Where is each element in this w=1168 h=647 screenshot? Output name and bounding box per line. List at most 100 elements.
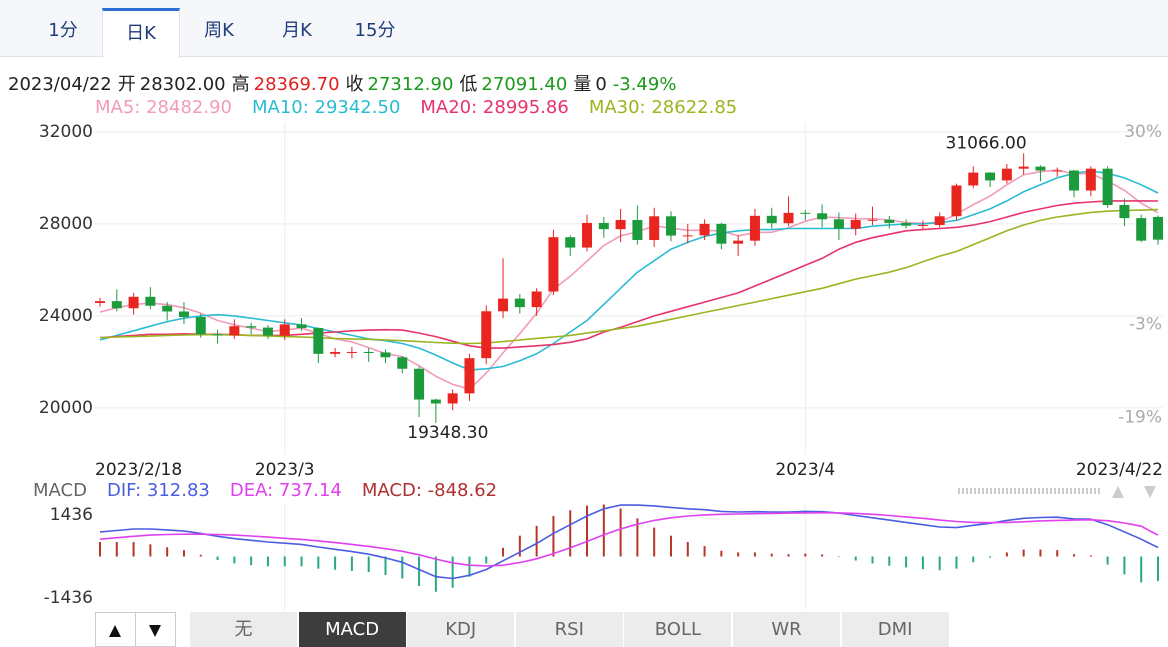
- candle-body: [380, 352, 391, 358]
- candle-body: [716, 223, 727, 244]
- x-tick-label: 2023/4: [775, 460, 835, 480]
- quote-label: 收: [345, 74, 364, 95]
- candle-body: [397, 357, 408, 369]
- period-tab[interactable]: 月K: [282, 20, 312, 41]
- quote-line: 2023/04/22 开 28302.00 高 28369.70 收 27312.90 低 27…: [8, 70, 682, 96]
- candle-body: [665, 216, 676, 236]
- quote-change: -3.49%: [612, 74, 677, 95]
- macd-bar: [451, 556, 454, 588]
- indicator-tab[interactable]: RSI: [515, 612, 624, 647]
- min-label: 19348.30: [407, 423, 488, 443]
- zoom-up-icon[interactable]: [1112, 486, 1124, 498]
- macd-bar: [619, 508, 622, 557]
- candle-body: [968, 172, 979, 186]
- candle-body: [414, 368, 425, 400]
- candle-body: [246, 326, 257, 328]
- candle-body: [162, 305, 173, 312]
- x-tick-label: 2023/4/22: [1076, 460, 1163, 480]
- candle-body: [749, 215, 760, 241]
- macd-bar: [703, 546, 706, 557]
- macd-bar: [317, 556, 320, 569]
- macd-bar: [1106, 556, 1109, 565]
- indicator-tab[interactable]: KDJ: [407, 612, 516, 647]
- indicator-bar: 无 MACD KDJ RSI BOLL WR DMI: [0, 612, 1168, 647]
- y-tick-label: -1436: [44, 588, 93, 608]
- macd-line: [99, 511, 1159, 567]
- candle-body: [817, 213, 828, 220]
- macd-bar: [233, 556, 236, 564]
- macd-bar: [334, 556, 337, 570]
- candle-body: [330, 351, 341, 354]
- candle-body: [1119, 205, 1130, 219]
- macd-bar: [250, 556, 253, 566]
- macd-bar: [401, 556, 404, 579]
- ma-line: [99, 200, 1159, 349]
- candle-body: [229, 326, 240, 336]
- zoom-down-icon[interactable]: [1144, 486, 1156, 498]
- ma-line: [99, 170, 1159, 371]
- arrow-buttons: [95, 612, 176, 647]
- macd-bar: [132, 542, 135, 557]
- max-label: 31066.00: [946, 133, 1027, 153]
- indicator-tab[interactable]: MACD: [298, 612, 407, 647]
- legend-title: MACD: [33, 480, 87, 501]
- macd-bar: [535, 525, 538, 557]
- macd-bar: [199, 554, 202, 557]
- indicator-tab[interactable]: 无: [190, 612, 298, 647]
- period-tab[interactable]: 周K: [204, 20, 234, 41]
- y-tick-label: 20000: [39, 398, 93, 418]
- macd-bar: [502, 547, 505, 557]
- legend-entry: MA20: 28995.86: [420, 97, 569, 118]
- candle-body: [582, 222, 593, 248]
- macd-bar: [1039, 549, 1042, 557]
- period-tab[interactable]: 日K: [102, 8, 180, 58]
- candle-body: [313, 328, 324, 354]
- macd-bar: [216, 556, 219, 560]
- y-tick-label: 32000: [39, 122, 93, 142]
- candle-body: [598, 222, 609, 230]
- quote-label: 量: [573, 74, 592, 95]
- indicator-tab[interactable]: WR: [733, 612, 841, 647]
- candle-body: [1085, 168, 1096, 191]
- macd-bar: [905, 556, 908, 568]
- macd-bar: [1157, 556, 1159, 582]
- macd-bar: [1073, 554, 1076, 557]
- indicator-tab[interactable]: DMI: [841, 612, 950, 647]
- macd-bar: [1056, 550, 1059, 557]
- macd-bar: [854, 556, 857, 561]
- macd-bar: [938, 556, 941, 571]
- indicator-tab[interactable]: BOLL: [624, 612, 733, 647]
- candle-body: [111, 301, 122, 309]
- macd-bar: [804, 553, 807, 557]
- candle-body: [884, 219, 895, 223]
- y2-tick-label: 30%: [1124, 122, 1162, 142]
- macd-bar: [182, 550, 185, 557]
- macd-bar: [737, 552, 740, 557]
- legend-entry: DEA: 737.14: [229, 480, 342, 501]
- quote-value: 28302.00: [139, 74, 226, 95]
- candle-body: [212, 334, 223, 336]
- candle-body: [699, 223, 710, 236]
- candle-body: [1136, 218, 1147, 241]
- macd-bar: [770, 553, 773, 557]
- macd-bar: [266, 556, 269, 567]
- macd-bar: [586, 505, 589, 557]
- macd-bar: [518, 535, 521, 557]
- period-tab[interactable]: 15分: [354, 20, 396, 41]
- macd-bar: [1005, 552, 1008, 557]
- legend-entry: MA10: 29342.50: [251, 97, 401, 118]
- y-tick-label: 1436: [50, 505, 93, 525]
- macd-bar: [837, 556, 840, 558]
- macd-bar: [1089, 555, 1092, 557]
- ma-legend: MA5: 28482.90 MA10: 29342.50 MA20: 28995.8…: [95, 97, 757, 118]
- candle-body: [565, 237, 576, 248]
- macd-bar: [972, 556, 975, 563]
- macd-bar: [787, 554, 790, 557]
- macd-bar: [989, 556, 992, 558]
- candle-body: [1001, 168, 1012, 181]
- macd-bar: [955, 556, 958, 569]
- period-tab[interactable]: 1分: [48, 20, 78, 41]
- macd-bar: [367, 556, 370, 573]
